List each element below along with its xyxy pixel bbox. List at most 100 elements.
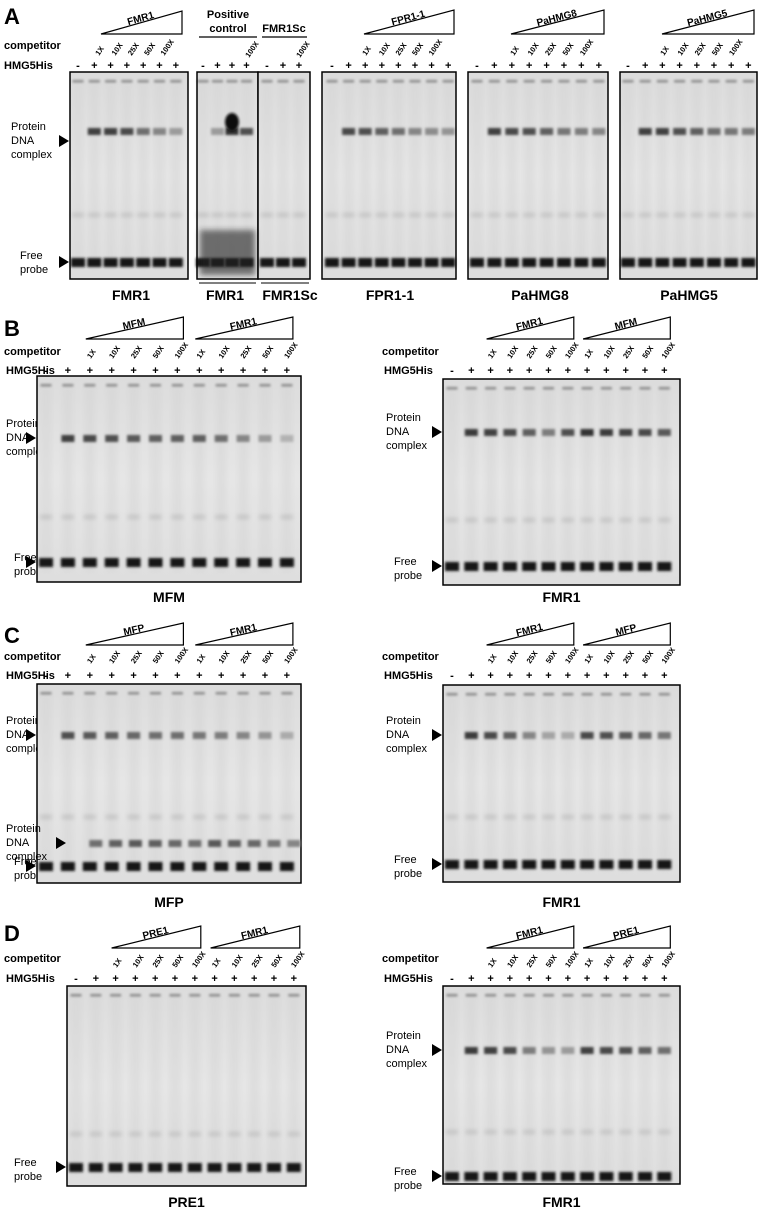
lane-marker: + bbox=[468, 670, 474, 682]
free-probe-band bbox=[358, 258, 373, 267]
nonspecific-band bbox=[742, 213, 755, 217]
lane-marker: + bbox=[107, 60, 113, 72]
lane-marker: + bbox=[526, 973, 532, 985]
free-probe-band bbox=[560, 1172, 575, 1181]
lane-marker: + bbox=[596, 60, 602, 72]
free-probe-band bbox=[187, 1163, 202, 1172]
complex-band bbox=[542, 732, 555, 739]
dose-label: 1X bbox=[486, 956, 499, 969]
well bbox=[581, 693, 593, 696]
complex-band bbox=[503, 1047, 517, 1054]
concentration-wedge bbox=[582, 925, 671, 949]
nonspecific-band bbox=[248, 1132, 261, 1136]
well bbox=[600, 994, 612, 997]
nonspecific-band bbox=[237, 815, 250, 819]
lane-marker: + bbox=[218, 670, 224, 682]
free-probe-band bbox=[119, 258, 134, 267]
lane-marker: + bbox=[152, 365, 158, 377]
lane-streak bbox=[194, 694, 205, 873]
competitor-label: MFM bbox=[614, 316, 639, 332]
lane-streak bbox=[601, 389, 612, 575]
free-probe-band bbox=[170, 558, 185, 567]
lane-marker: + bbox=[211, 973, 217, 985]
lane-streak bbox=[659, 389, 670, 575]
nonspecific-band bbox=[581, 815, 594, 819]
nonspecific-band bbox=[656, 213, 669, 217]
well bbox=[193, 384, 205, 387]
lane-marker: + bbox=[445, 60, 451, 72]
dose-label: 10X bbox=[505, 649, 520, 665]
well bbox=[226, 80, 238, 83]
dose-label: 10X bbox=[505, 953, 520, 969]
nonspecific-band bbox=[465, 1130, 478, 1134]
free-probe-band bbox=[227, 1163, 242, 1172]
complex-band bbox=[574, 128, 588, 135]
well bbox=[189, 994, 201, 997]
free-probe-band bbox=[560, 562, 575, 571]
free-probe-band bbox=[60, 862, 75, 871]
well bbox=[281, 384, 293, 387]
well bbox=[105, 80, 117, 83]
well bbox=[504, 994, 516, 997]
lane-marker: + bbox=[280, 60, 286, 72]
band-arrow-icon bbox=[26, 556, 36, 568]
well bbox=[90, 994, 102, 997]
lane-marker: + bbox=[132, 973, 138, 985]
nonspecific-band bbox=[105, 515, 118, 519]
dose-label: 100X bbox=[427, 38, 444, 58]
competitor-label: MFM bbox=[122, 317, 147, 333]
well bbox=[593, 80, 605, 83]
free-probe-band bbox=[103, 258, 118, 267]
positive-control-band bbox=[225, 113, 239, 131]
free-probe-band bbox=[464, 1172, 479, 1181]
free-probe-band bbox=[470, 258, 484, 267]
dose-label: 10X bbox=[230, 953, 245, 969]
band-label: DNA bbox=[6, 837, 30, 849]
nonspecific-band bbox=[725, 213, 738, 217]
lane-marker: + bbox=[584, 670, 590, 682]
lane-marker: + bbox=[565, 670, 571, 682]
well bbox=[620, 994, 632, 997]
complex-band bbox=[657, 1047, 671, 1054]
lane-streak bbox=[393, 82, 404, 269]
dose-label: 1X bbox=[85, 652, 98, 665]
nonspecific-band bbox=[72, 213, 84, 217]
lane-streak bbox=[90, 996, 101, 1176]
nonspecific-band bbox=[561, 815, 574, 819]
free-probe-band bbox=[207, 1163, 222, 1172]
nonspecific-band bbox=[503, 1130, 516, 1134]
well bbox=[465, 693, 477, 696]
lane-marker: + bbox=[526, 365, 532, 377]
nonspecific-band bbox=[375, 213, 388, 217]
band-label: Protein bbox=[386, 1030, 421, 1042]
lane-streak bbox=[262, 82, 272, 269]
complex-band bbox=[655, 128, 669, 135]
well bbox=[488, 80, 500, 83]
band-label: probe bbox=[14, 870, 42, 882]
lane-streak bbox=[41, 694, 51, 873]
nonspecific-band bbox=[153, 213, 166, 217]
well bbox=[523, 80, 535, 83]
complex-band bbox=[128, 840, 142, 847]
gel-title: MFP bbox=[154, 894, 184, 910]
lane-marker: + bbox=[284, 365, 290, 377]
lane-marker: + bbox=[174, 670, 180, 682]
complex-band bbox=[149, 435, 162, 442]
complex-band bbox=[561, 732, 575, 739]
well bbox=[72, 80, 84, 83]
lane-streak bbox=[71, 996, 81, 1176]
dose-label: 50X bbox=[260, 649, 275, 665]
free-probe-band bbox=[487, 258, 502, 267]
dose-label: 10X bbox=[505, 344, 520, 360]
band-arrow-icon bbox=[432, 858, 442, 870]
free-probe-band bbox=[483, 562, 498, 571]
complex-band bbox=[592, 128, 606, 135]
gel-border bbox=[66, 985, 307, 1187]
concentration-wedge bbox=[582, 622, 671, 646]
well bbox=[691, 80, 703, 83]
lane-streak bbox=[84, 694, 95, 873]
hmg5his-row-label: HMG5His bbox=[384, 670, 433, 682]
complex-band bbox=[258, 732, 272, 739]
well bbox=[129, 994, 141, 997]
